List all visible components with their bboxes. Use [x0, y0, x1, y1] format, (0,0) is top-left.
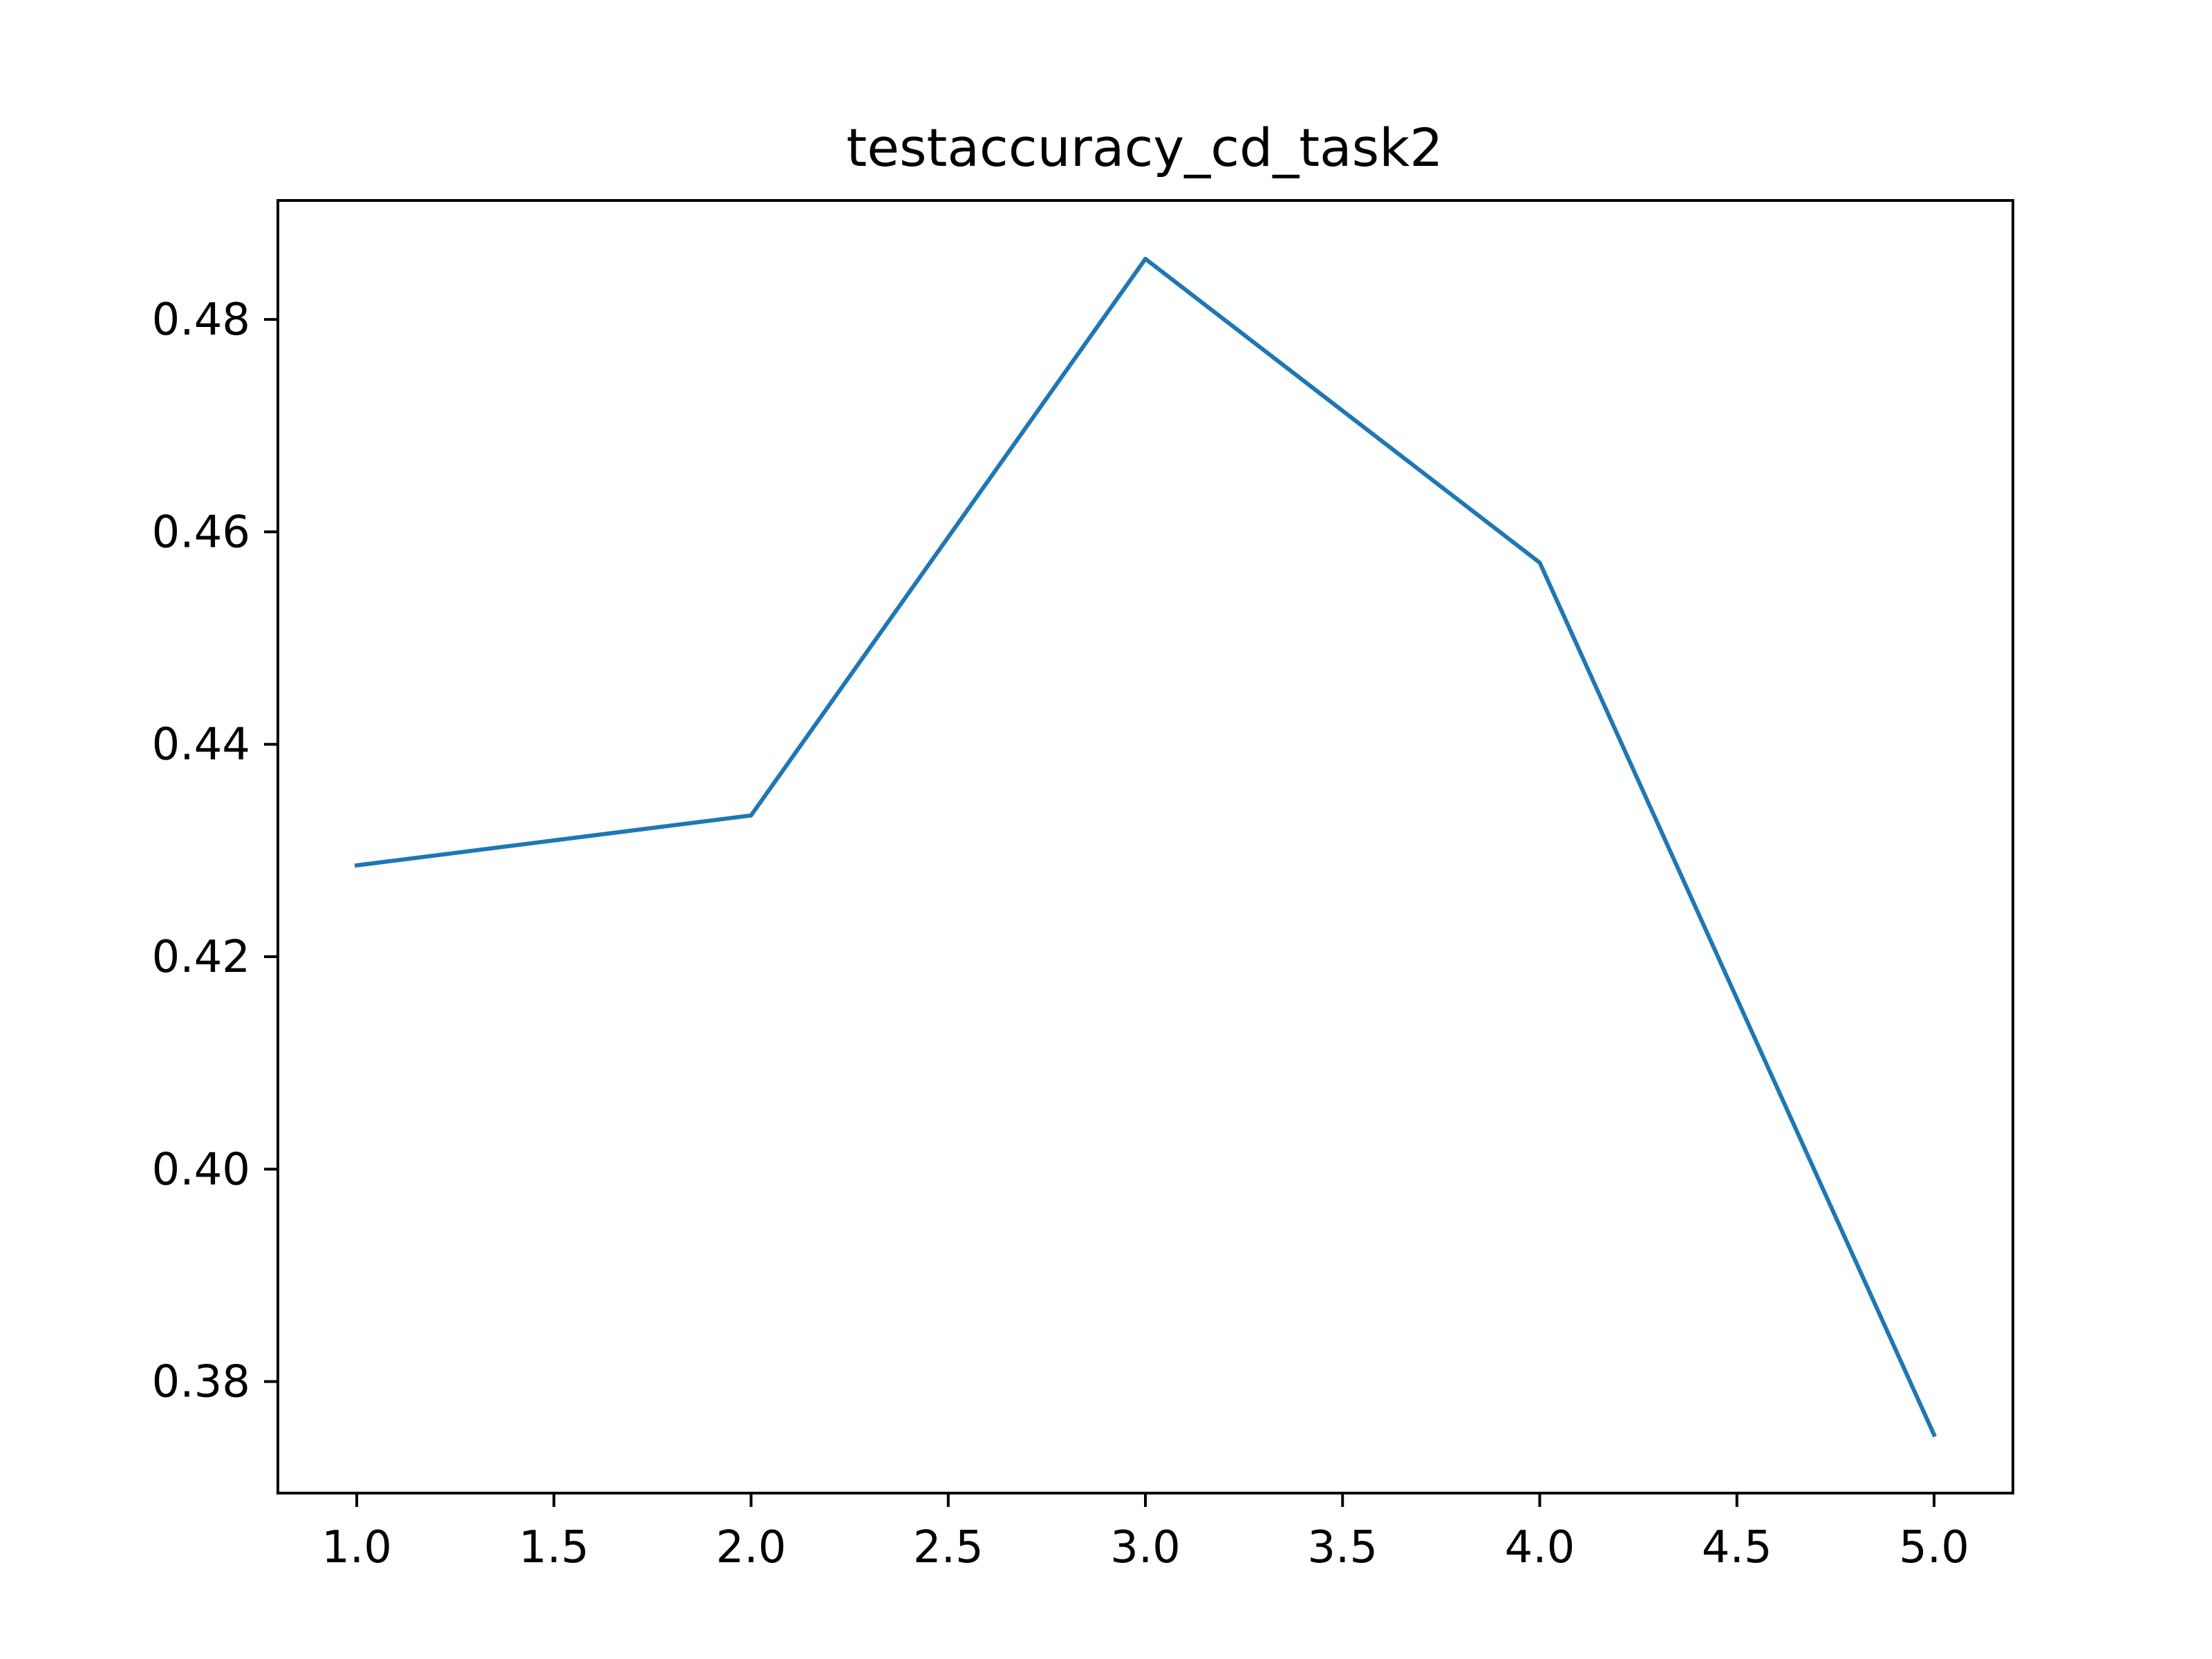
x-tick-label: 4.0: [1505, 1522, 1575, 1573]
x-tick-label: 1.5: [518, 1522, 589, 1573]
x-tick-label: 3.5: [1307, 1522, 1378, 1573]
plot-frame: [276, 199, 2014, 1494]
y-tick-label: 0.42: [152, 932, 251, 983]
chart-title: testaccuracy_cd_task2: [846, 117, 1443, 178]
y-tick-label: 0.40: [152, 1144, 251, 1195]
x-tick-label: 3.0: [1110, 1522, 1181, 1573]
x-tick-label: 4.5: [1702, 1522, 1772, 1573]
y-tick-label: 0.48: [152, 294, 251, 346]
series-line: [354, 256, 1937, 1438]
x-tick-label: 5.0: [1899, 1522, 1969, 1573]
x-tick-label: 2.5: [913, 1522, 984, 1573]
x-tick-label: 1.0: [321, 1522, 392, 1573]
y-tick-label: 0.46: [152, 507, 251, 558]
axis-ticks: 1.0 1.5 2.0 2.5 3.0 3.5 4.0 4.5 5.0 0.38 0.40 0.42 0…: [152, 294, 1969, 1573]
y-tick-label: 0.38: [152, 1357, 251, 1408]
x-tick-label: 2.0: [716, 1522, 787, 1573]
y-tick-label: 0.44: [152, 720, 251, 771]
series-layer: [354, 256, 1937, 1438]
